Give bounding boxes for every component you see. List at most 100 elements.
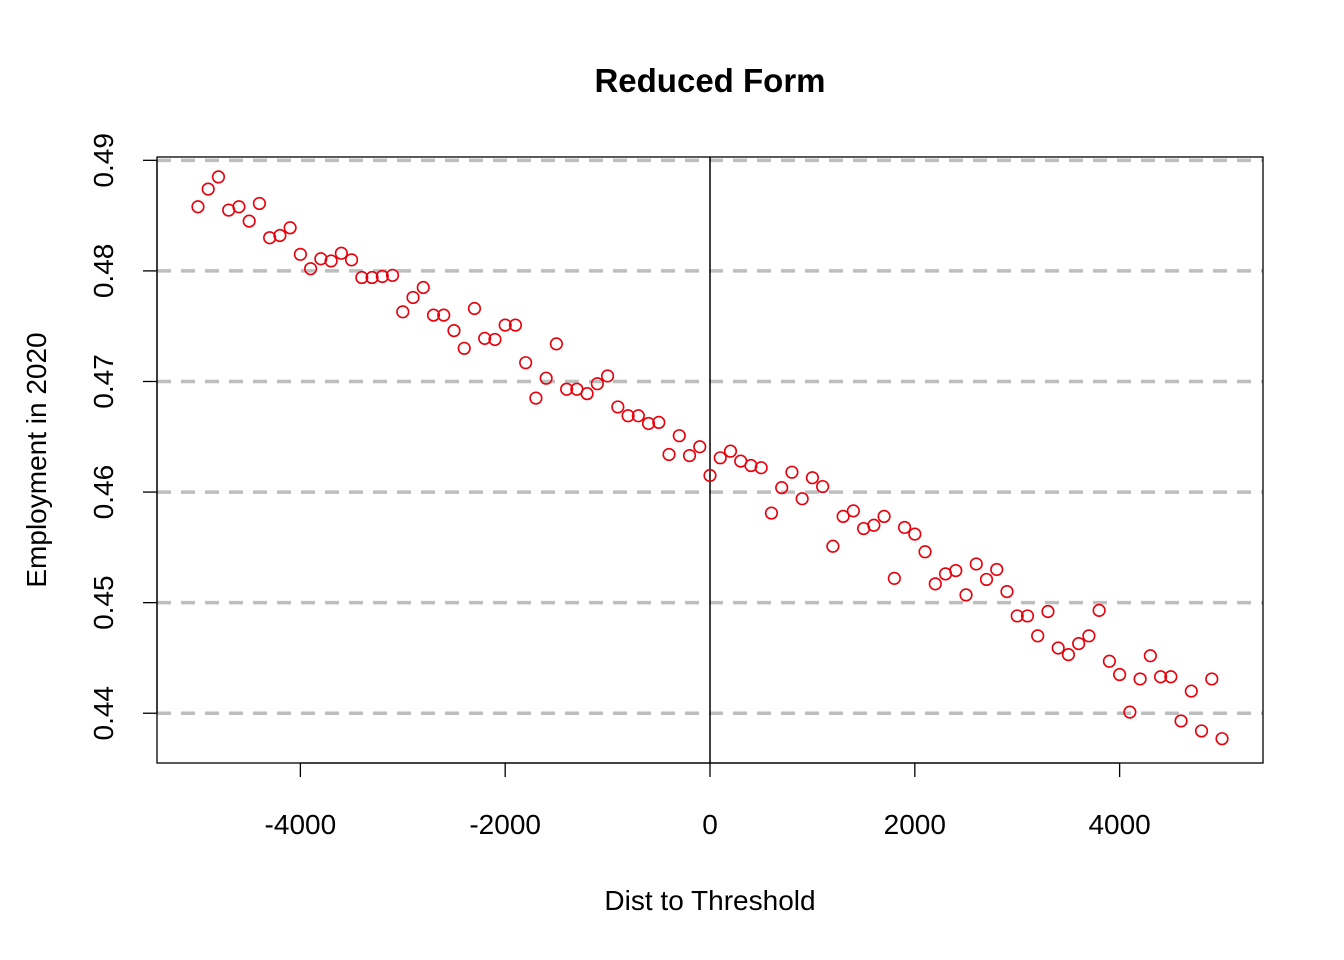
- data-point: [232, 200, 246, 214]
- y-tick-label: 0.47: [88, 354, 119, 409]
- data-point: [1072, 636, 1086, 651]
- data-point: [652, 415, 666, 430]
- data-point: [560, 382, 574, 396]
- data-point: [928, 577, 942, 591]
- data-point: [1164, 670, 1178, 684]
- data-point: [1102, 654, 1116, 668]
- data-point: [365, 270, 379, 285]
- x-axis-label: Dist to Threshold: [604, 885, 815, 916]
- data-point: [672, 429, 686, 443]
- data-point: [1041, 604, 1055, 619]
- data-point: [304, 262, 318, 276]
- data-point: [1184, 684, 1198, 698]
- data-point: [662, 447, 676, 462]
- data-point: [478, 331, 492, 345]
- data-point: [529, 391, 543, 405]
- data-point: [826, 539, 840, 553]
- data-point: [611, 400, 625, 414]
- data-point: [580, 387, 594, 401]
- data-point: [355, 270, 369, 285]
- data-point: [754, 461, 768, 475]
- data-point: [201, 182, 215, 196]
- data-point: [775, 481, 789, 495]
- data-point: [867, 518, 881, 532]
- x-tick-label: -4000: [265, 809, 337, 840]
- y-tick-label: 0.44: [88, 686, 119, 741]
- data-point: [744, 458, 758, 473]
- data-point: [959, 588, 973, 602]
- data-point: [457, 341, 471, 355]
- data-point: [1123, 705, 1137, 719]
- y-tick-label: 0.48: [88, 244, 119, 299]
- data-point: [426, 308, 441, 322]
- data-point: [252, 196, 267, 211]
- data-point: [406, 290, 420, 305]
- data-point: [283, 221, 297, 235]
- data-point: [1082, 629, 1096, 643]
- data-point: [1000, 584, 1014, 599]
- y-tick-label: 0.49: [88, 133, 119, 188]
- data-point: [836, 509, 850, 523]
- chart-title: Reduced Form: [594, 62, 825, 99]
- data-point: [1143, 649, 1157, 663]
- data-point: [897, 520, 912, 535]
- data-point: [693, 440, 707, 454]
- y-tick-label: 0.45: [88, 575, 119, 630]
- data-point: [1020, 609, 1035, 623]
- data-point: [375, 269, 389, 284]
- data-point: [242, 214, 256, 228]
- data-point: [908, 527, 922, 541]
- data-point: [590, 377, 604, 391]
- data-point: [314, 252, 328, 266]
- data-point: [191, 200, 205, 214]
- data-point: [990, 562, 1004, 577]
- x-tick-label: 2000: [884, 809, 946, 840]
- data-point: [447, 324, 461, 338]
- data-point: [1113, 667, 1127, 682]
- data-point: [764, 506, 779, 520]
- data-point: [385, 268, 400, 282]
- data-point: [1174, 714, 1188, 728]
- data-point: [549, 337, 563, 351]
- data-point: [631, 409, 645, 423]
- data-point: [641, 416, 656, 431]
- data-point: [846, 504, 860, 518]
- data-point: [805, 471, 820, 485]
- data-point: [508, 318, 523, 332]
- data-point: [1092, 603, 1106, 617]
- data-point: [816, 479, 830, 494]
- data-point: [273, 228, 287, 243]
- data-point: [539, 371, 553, 385]
- y-axis-label: Employment in 2020: [21, 332, 52, 587]
- data-point: [416, 280, 430, 295]
- data-point: [979, 572, 994, 587]
- x-tick-label: 4000: [1088, 809, 1150, 840]
- data-point: [1010, 609, 1024, 623]
- x-tick-label: 0: [702, 809, 718, 840]
- data-point: [1153, 670, 1168, 684]
- data-point: [723, 444, 738, 458]
- data-point: [498, 318, 512, 332]
- data-point: [1133, 672, 1147, 686]
- data-point: [396, 305, 410, 319]
- data-point: [519, 356, 533, 370]
- data-point: [785, 465, 799, 479]
- data-point: [949, 563, 963, 578]
- data-point: [969, 557, 983, 571]
- data-point: [1061, 648, 1076, 662]
- data-points: [191, 170, 1229, 746]
- data-point: [713, 451, 727, 465]
- data-point: [1215, 732, 1229, 746]
- data-point: [600, 369, 615, 383]
- data-point: [877, 509, 891, 523]
- y-tick-label: 0.46: [88, 465, 119, 520]
- data-point: [334, 246, 348, 260]
- data-point: [795, 492, 809, 506]
- y-axis: 0.44 0.45 0.46 0.47 0.48 0.49: [88, 133, 158, 741]
- data-point: [621, 409, 635, 423]
- data-point: [1205, 672, 1219, 686]
- data-point: [324, 254, 338, 268]
- data-point: [488, 332, 502, 347]
- data-point: [211, 170, 226, 184]
